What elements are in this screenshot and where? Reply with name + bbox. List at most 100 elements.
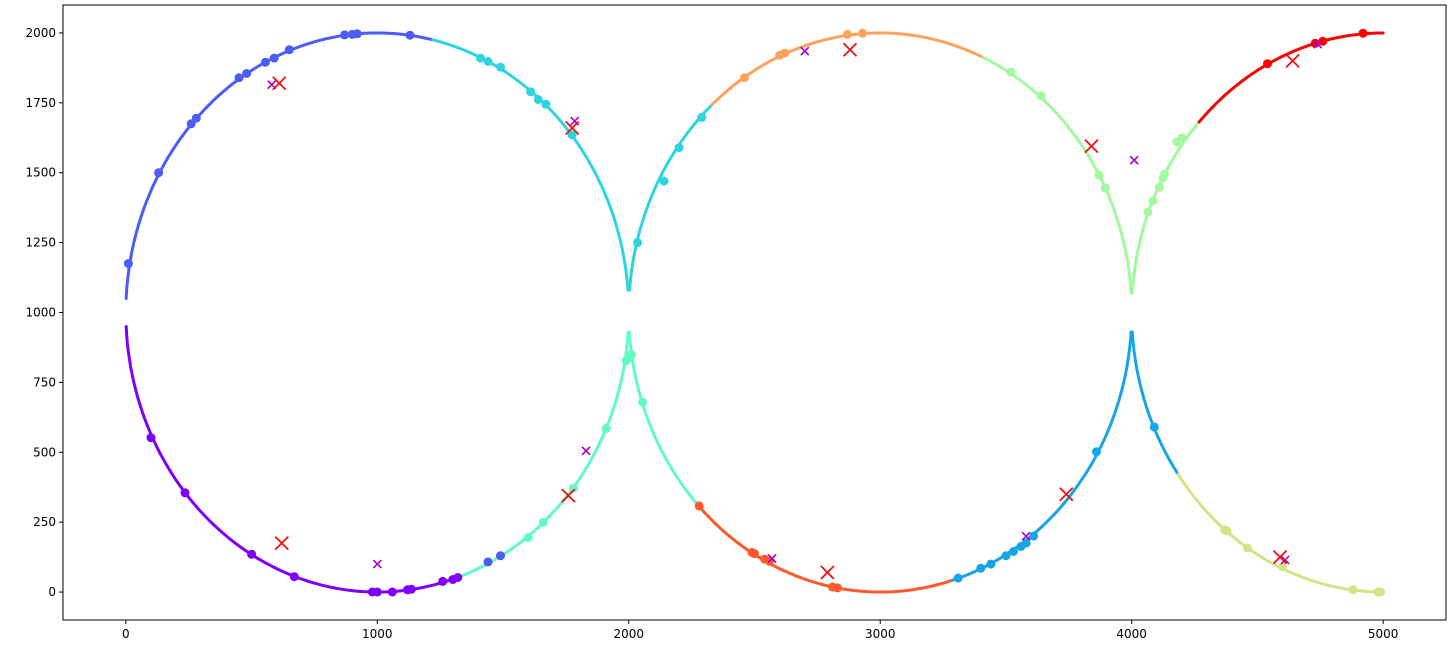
data-point-82	[1278, 562, 1288, 572]
data-point-28	[406, 584, 416, 594]
data-point-86	[1263, 59, 1272, 69]
data-point-71	[1149, 422, 1159, 432]
y-tick-label-0: 0	[48, 585, 56, 599]
small-cross-5-b	[767, 553, 777, 564]
data-point-62	[953, 573, 963, 583]
data-point-3	[191, 113, 201, 123]
small-cross-5	[767, 553, 777, 564]
curve-segment-10	[1130, 330, 1180, 476]
data-point-72	[1143, 207, 1153, 217]
large-cross-1-b	[565, 120, 580, 136]
y-tick-label-8: 2000	[25, 26, 56, 40]
data-point-73	[1148, 196, 1158, 206]
data-point-41	[638, 397, 648, 407]
data-point-78	[1177, 133, 1187, 143]
y-tick-label-1: 250	[33, 515, 56, 529]
large-cross-7	[1059, 487, 1074, 502]
large-cross-8-b	[1272, 549, 1288, 565]
data-point-85	[1376, 587, 1386, 597]
data-point-57	[750, 549, 759, 559]
curve-segment-3	[451, 330, 630, 581]
data-point-4	[234, 73, 244, 83]
large-cross-5	[820, 565, 835, 580]
trajectory-curves	[124, 31, 1385, 594]
small-cross-6	[1021, 531, 1031, 541]
data-point-44	[674, 143, 684, 153]
small-cross-6-b	[1021, 531, 1031, 541]
data-point-66	[1009, 547, 1018, 556]
data-point-88	[1318, 36, 1328, 46]
small-cross-3-b	[372, 559, 382, 569]
curve-segment-12	[1130, 120, 1201, 295]
y-axis: 0 250 500 750 1000 1250 1500 1750 2000	[25, 26, 63, 599]
large-cross-6-b	[1084, 139, 1099, 154]
data-point-74	[1154, 182, 1164, 192]
data-point-80	[1222, 526, 1232, 536]
y-tick-label-4: 1000	[25, 306, 56, 320]
data-point-7	[269, 53, 279, 63]
small-cross-9	[1313, 39, 1323, 49]
x-tick-label-5: 5000	[1368, 627, 1399, 641]
data-point-53	[1094, 170, 1104, 180]
data-point-89	[1358, 28, 1368, 38]
data-point-0	[123, 259, 133, 269]
data-point-64	[986, 559, 996, 569]
small-cross-9-b	[1313, 39, 1323, 49]
small-cross-4	[800, 46, 810, 56]
data-point-36	[569, 483, 578, 493]
data-point-69	[1029, 531, 1039, 541]
small-cross-0-b	[267, 80, 277, 90]
data-point-70	[1092, 447, 1101, 457]
small-cross-8	[1280, 555, 1290, 565]
data-point-42	[633, 238, 643, 248]
curve-segment-13	[1197, 31, 1385, 124]
small-cross-2	[581, 446, 591, 456]
data-point-40	[625, 352, 635, 362]
cross-markers	[267, 39, 1323, 580]
small-cross-1-b	[570, 116, 580, 126]
data-point-48	[780, 48, 790, 58]
data-point-19	[567, 130, 577, 140]
curve-segment-11	[1176, 472, 1385, 594]
data-point-6	[260, 57, 270, 67]
large-cross-7-b	[1059, 487, 1074, 502]
data-point-13	[475, 53, 485, 63]
data-point-31	[453, 573, 463, 582]
curve-segment-0	[124, 325, 455, 594]
curve-segment-7	[981, 55, 1133, 295]
data-point-43	[659, 176, 669, 186]
large-cross-4-b	[842, 42, 858, 57]
curve-segment-5	[628, 103, 714, 292]
large-cross-3	[274, 535, 289, 551]
data-point-17	[533, 95, 543, 104]
large-cross-9	[1285, 53, 1300, 69]
data-point-50	[858, 28, 868, 38]
y-tick-label-2: 500	[33, 445, 56, 459]
curve-segment-1	[124, 31, 435, 300]
data-point-46	[739, 73, 749, 83]
curve-segment-8	[697, 504, 955, 594]
data-point-45	[697, 112, 707, 122]
large-cross-3-b	[274, 535, 289, 551]
small-cross-4-b	[800, 46, 810, 56]
data-point-61	[833, 583, 842, 593]
data-point-23	[289, 572, 299, 582]
data-point-83	[1348, 585, 1358, 595]
data-point-32	[483, 557, 493, 567]
small-cross-3	[372, 559, 382, 569]
curve-segment-2	[431, 38, 630, 292]
x-axis: 0 1000 2000 3000 4000 5000	[122, 620, 1398, 641]
data-point-52	[1036, 91, 1046, 101]
small-cross-2-b	[581, 446, 591, 456]
large-cross-0	[272, 76, 287, 91]
curve-segment-4	[627, 330, 701, 508]
x-tick-label-0: 0	[122, 627, 130, 641]
x-tick-label-3: 3000	[865, 627, 896, 641]
data-point-51	[1006, 67, 1016, 77]
large-cross-9-b	[1285, 53, 1300, 69]
data-point-9	[340, 30, 350, 40]
data-point-22	[247, 549, 257, 559]
data-point-21	[180, 488, 190, 498]
